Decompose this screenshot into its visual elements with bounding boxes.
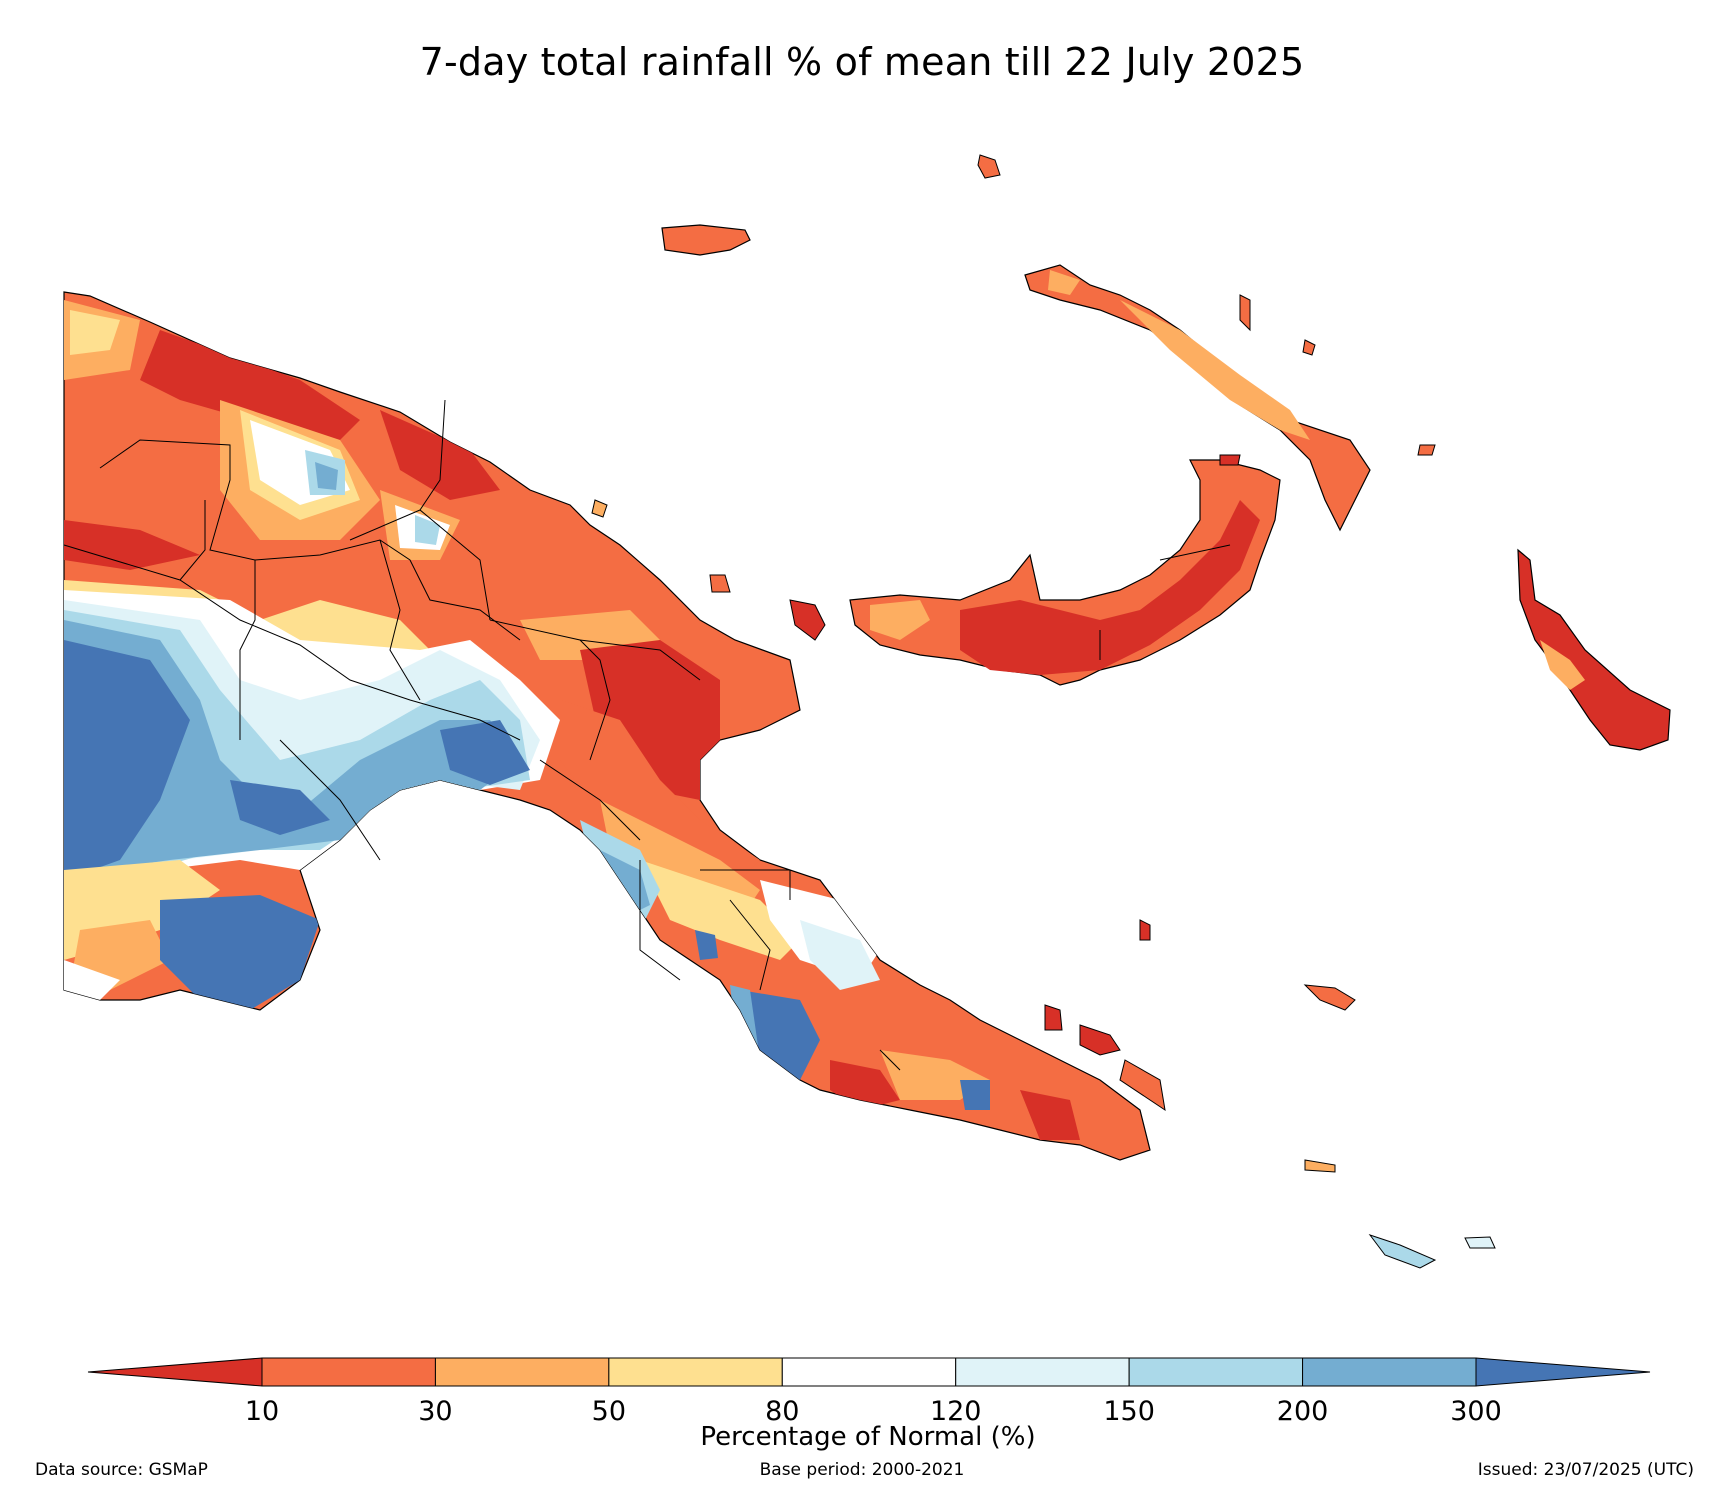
colorbar-tick-label: 30 bbox=[418, 1396, 452, 1427]
colorbar-tick-label: 10 bbox=[245, 1396, 279, 1427]
colorbar-tick-label: 200 bbox=[1277, 1396, 1329, 1427]
small-islands bbox=[591, 154, 1496, 1269]
colorbar-tick-label: 120 bbox=[930, 1396, 982, 1427]
colorbar-bin bbox=[1475, 1357, 1651, 1387]
bougainville bbox=[1517, 548, 1671, 751]
colorbar-tick-label: 150 bbox=[1103, 1396, 1155, 1427]
colorbar-tick-label: 50 bbox=[592, 1396, 626, 1427]
base-period: Base period: 2000-2021 bbox=[759, 1460, 965, 1480]
rainfall-contours bbox=[64, 300, 1080, 1140]
new-hanover bbox=[1048, 270, 1080, 295]
new-britain-west bbox=[870, 600, 930, 640]
colorbar-bin bbox=[87, 1357, 263, 1387]
province-borders bbox=[63, 399, 901, 1071]
colorbar-bin bbox=[781, 1357, 957, 1387]
colorbar-label: Percentage of Normal (%) bbox=[700, 1422, 1035, 1452]
colorbar-tick-label: 300 bbox=[1450, 1396, 1502, 1427]
new-britain-border bbox=[1099, 544, 1231, 660]
colorbar-bin bbox=[434, 1357, 610, 1387]
colorbar-bin bbox=[955, 1357, 1130, 1387]
manus-island bbox=[661, 224, 751, 256]
colorbar-bin bbox=[261, 1357, 436, 1387]
rainfall-map bbox=[63, 154, 1671, 1269]
colorbar-bin bbox=[1128, 1357, 1304, 1387]
colorbar-bin bbox=[1302, 1357, 1477, 1387]
new-britain-dry bbox=[960, 500, 1260, 675]
colorbar: 10 30 50 80 120 150 200 300 Percentage of Norma… bbox=[87, 1357, 1651, 1452]
colorbar-bin bbox=[608, 1357, 783, 1387]
new-ireland-east bbox=[1120, 300, 1310, 440]
colorbar-tick-label: 80 bbox=[765, 1396, 799, 1427]
bougainville-coast bbox=[1540, 640, 1585, 690]
map-title: 7-day total rainfall % of mean till 22 J… bbox=[419, 40, 1305, 84]
data-source: Data source: GSMaP bbox=[35, 1460, 208, 1480]
issued-date: Issued: 23/07/2025 (UTC) bbox=[1477, 1460, 1694, 1480]
